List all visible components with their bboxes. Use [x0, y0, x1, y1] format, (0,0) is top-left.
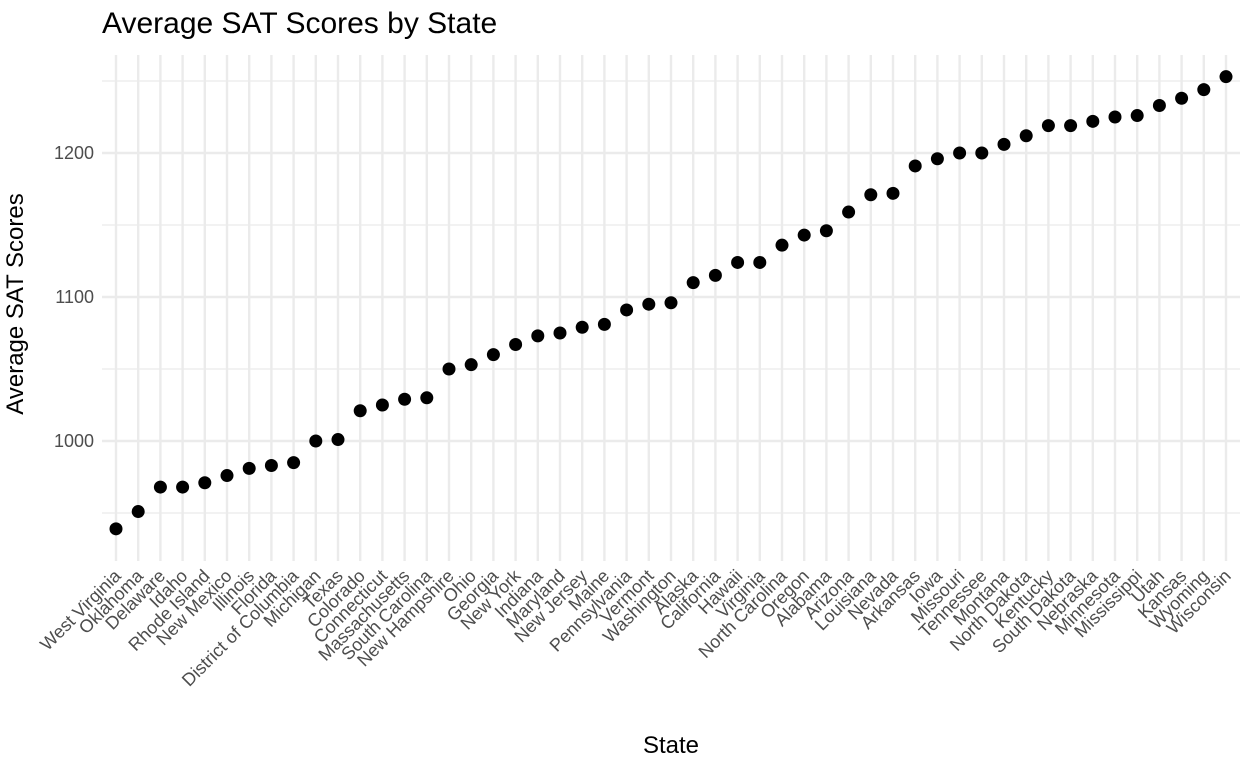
data-point [131, 505, 145, 519]
data-point [975, 146, 989, 160]
data-point [1219, 70, 1233, 84]
data-point [442, 362, 456, 376]
data-points [109, 70, 1233, 536]
data-point [620, 303, 634, 317]
data-point [753, 255, 767, 269]
y-tick-label: 1200 [54, 143, 94, 163]
data-point [1064, 119, 1078, 133]
data-point [664, 296, 678, 310]
data-point [486, 348, 500, 362]
data-point [1019, 129, 1033, 143]
data-point [464, 358, 478, 372]
data-point [287, 456, 301, 470]
data-point [842, 205, 856, 219]
data-point [597, 317, 611, 331]
data-point [309, 434, 323, 448]
data-point [331, 433, 345, 447]
data-point [531, 329, 545, 343]
data-point [930, 152, 944, 166]
data-point [886, 186, 900, 200]
data-point [375, 398, 389, 412]
data-point [509, 338, 523, 352]
y-tick-label: 1100 [55, 287, 94, 307]
data-point [153, 480, 167, 494]
data-point [731, 255, 745, 269]
data-point [264, 458, 278, 472]
data-point [953, 146, 967, 160]
y-tick-label: 1000 [54, 431, 94, 451]
data-point [353, 404, 367, 418]
data-point [775, 238, 789, 252]
data-point [686, 276, 700, 290]
data-point [1086, 114, 1100, 128]
data-point [1108, 110, 1122, 124]
data-point [420, 391, 434, 405]
chart-title: Average SAT Scores by State [102, 7, 497, 40]
data-point [864, 188, 878, 202]
data-point [220, 469, 234, 483]
y-axis-title: Average SAT Scores [2, 193, 29, 414]
data-point [1152, 98, 1166, 112]
data-point [109, 522, 123, 536]
data-point [1130, 109, 1144, 123]
data-point [642, 297, 656, 311]
x-axis-tick-labels: West VirginiaOklahomaDelawareIdahoRhode … [36, 565, 1235, 690]
data-point [553, 326, 567, 340]
data-point [997, 137, 1011, 151]
data-point [575, 320, 589, 334]
data-point [708, 268, 722, 282]
data-point [176, 480, 190, 494]
data-point [198, 476, 212, 490]
data-point [1041, 119, 1055, 133]
data-point [819, 224, 833, 238]
data-point [797, 228, 811, 242]
data-point [398, 392, 412, 406]
data-point [1197, 83, 1211, 97]
y-axis-tick-labels: 1000 1100 1200 [54, 143, 94, 451]
data-point [1175, 91, 1189, 105]
x-axis-title: State [643, 732, 699, 759]
data-point [908, 159, 922, 173]
data-point [242, 461, 256, 475]
grid-lines [102, 55, 1240, 561]
